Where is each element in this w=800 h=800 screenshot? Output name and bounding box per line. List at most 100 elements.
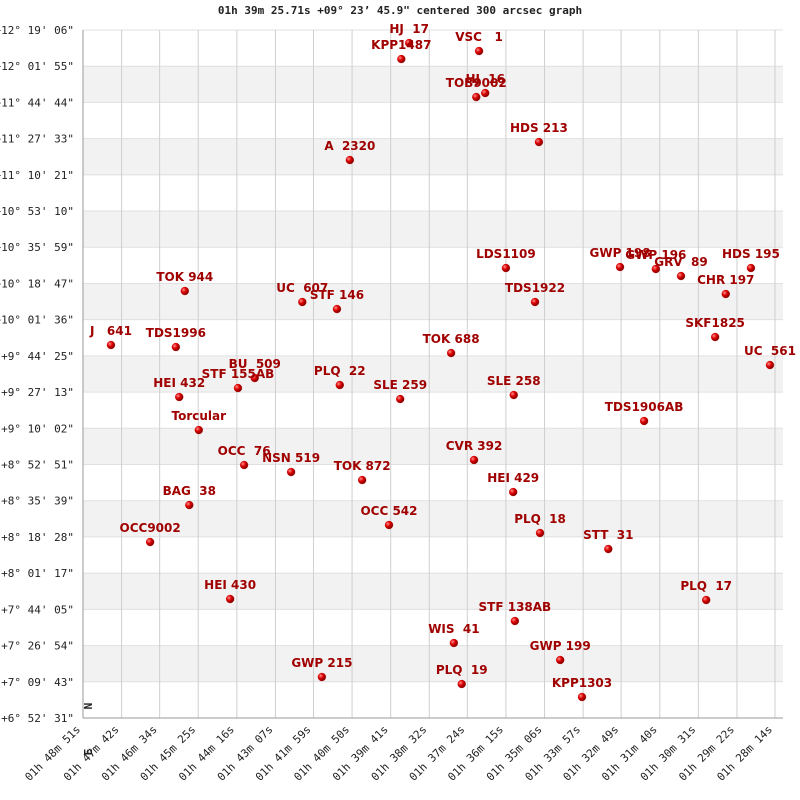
star-marker — [286, 467, 296, 477]
star-marker — [345, 155, 354, 165]
star-marker — [404, 38, 414, 48]
star-marker — [530, 297, 540, 307]
star-marker — [472, 92, 481, 102]
band — [83, 211, 783, 248]
star-marker — [298, 297, 307, 307]
star-marker — [239, 460, 249, 470]
star-marker — [469, 455, 479, 465]
y-tick-label: +11° 27' 33" — [0, 133, 74, 146]
star-label: HJ 16 — [465, 72, 505, 86]
star-marker — [233, 383, 243, 393]
y-tick-label: +9° 10' 02" — [1, 422, 74, 435]
star-marker — [501, 263, 511, 273]
star-label: UC 607 — [276, 281, 328, 295]
star-marker — [332, 304, 342, 314]
star-marker — [604, 544, 613, 554]
band — [83, 283, 783, 320]
y-tick-label: +9° 27' 13" — [1, 386, 74, 399]
y-tick-label: +10° 01' 36" — [0, 314, 74, 327]
star-label: GWP 196 — [625, 248, 686, 262]
y-tick-label: +7° 44' 05" — [1, 603, 74, 616]
star-marker — [171, 342, 181, 352]
star-label: GRV 89 — [654, 255, 707, 269]
star-marker — [702, 595, 711, 605]
star-label: TOK 688 — [423, 332, 480, 346]
chart-title: 01h 39m 25.71s +09° 23’ 45.9" centered 3… — [218, 4, 582, 17]
star-marker — [457, 679, 466, 689]
star-label: KPP1487 — [371, 38, 431, 52]
star-marker — [317, 672, 327, 682]
star-marker — [250, 373, 259, 383]
band — [83, 355, 783, 393]
y-tick-label: +11° 44' 44" — [0, 96, 74, 109]
star-label: TDS1996 — [146, 326, 206, 340]
band — [83, 645, 783, 682]
star-label: STT 31 — [583, 528, 633, 542]
star-marker — [577, 692, 587, 702]
y-tick-label: +8° 01' 17" — [1, 567, 74, 580]
star-marker — [225, 594, 235, 604]
star-marker — [534, 137, 544, 147]
star-marker — [509, 390, 518, 400]
star-marker — [145, 537, 155, 547]
star-label: GWP 198 — [589, 246, 650, 260]
star-marker — [106, 340, 116, 350]
star-label: TOK 944 — [156, 270, 213, 284]
star-label: STF 155AB — [202, 367, 275, 381]
y-tick-label: +7° 26' 54" — [1, 640, 74, 653]
y-tick-label: +8° 52' 51" — [1, 458, 74, 471]
band — [83, 66, 783, 103]
y-tick-label: +9° 44' 25" — [1, 350, 74, 363]
star-label: WIS 41 — [428, 622, 479, 636]
compass-label: N — [82, 703, 95, 710]
star-label: VSC 1 — [455, 30, 503, 44]
compass-label: E — [82, 749, 95, 756]
y-tick-label: +8° 18' 28" — [1, 531, 74, 544]
star-label: SLE 259 — [373, 378, 427, 392]
star-label: OCC 76 — [218, 444, 271, 458]
star-marker — [510, 616, 520, 626]
star-label: PLQ 22 — [314, 364, 366, 378]
star-label: STF 138AB — [479, 600, 552, 614]
band — [83, 138, 783, 175]
star-label: PLQ 18 — [514, 512, 566, 526]
star-label: BAG 38 — [163, 484, 216, 498]
star-marker — [396, 394, 405, 404]
star-marker — [449, 638, 459, 648]
star-label: UC 561 — [744, 344, 796, 358]
star-label: PLQ 19 — [436, 663, 488, 677]
star-marker — [509, 487, 518, 497]
star-marker — [721, 289, 730, 299]
y-tick-label: +12° 01' 55" — [0, 60, 74, 73]
star-label: A 2320 — [324, 139, 375, 153]
star-marker — [556, 655, 565, 665]
star-marker — [615, 262, 625, 272]
star-marker — [481, 88, 490, 98]
star-marker — [357, 475, 367, 485]
star-label: HDS 213 — [510, 121, 568, 135]
star-marker — [446, 348, 456, 358]
star-label: OCC9002 — [120, 521, 181, 535]
star-label: HEI 430 — [204, 578, 256, 592]
y-tick-label: +11° 10' 21" — [0, 169, 74, 182]
star-label: CVR 392 — [446, 439, 503, 453]
star-label: GWP 199 — [530, 639, 591, 653]
star-marker — [180, 286, 189, 296]
star-marker — [746, 263, 756, 273]
y-tick-label: +10° 35' 59" — [0, 241, 74, 254]
star-label: CHR 197 — [697, 273, 754, 287]
band — [83, 500, 783, 537]
star-marker — [335, 380, 344, 390]
star-label: SKF1825 — [685, 316, 745, 330]
star-marker — [765, 360, 775, 370]
star-marker — [676, 271, 686, 281]
star-marker — [535, 528, 545, 538]
star-label: TDS1906AB — [605, 400, 684, 414]
star-label: PLQ 17 — [680, 579, 732, 593]
star-marker — [384, 520, 394, 530]
star-label: HDS 195 — [722, 247, 780, 261]
star-label: OCC 542 — [360, 504, 417, 518]
star-label: STF 146 — [310, 288, 364, 302]
star-label: BU 509 — [229, 357, 281, 371]
